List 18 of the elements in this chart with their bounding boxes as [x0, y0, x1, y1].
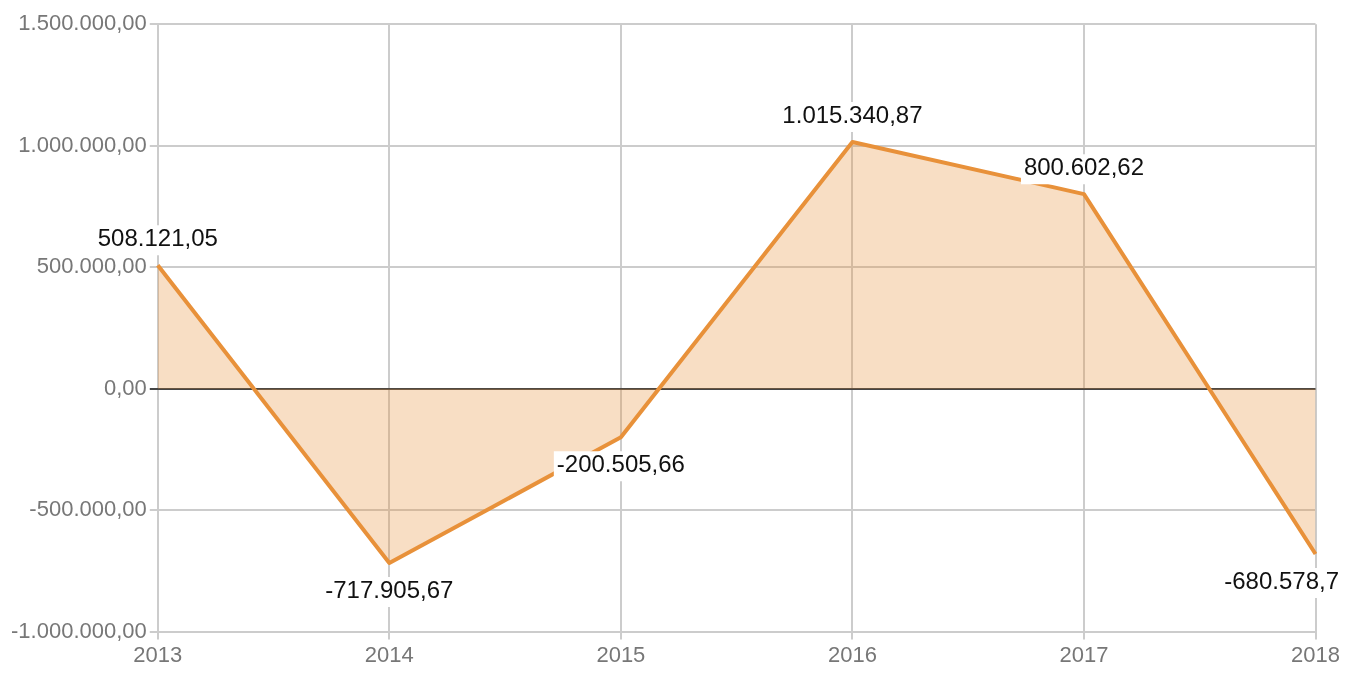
y-tick-label: 500.000,00	[36, 253, 147, 279]
y-tick-label: 1.000.000,00	[18, 131, 147, 157]
data-label: 800.602,62	[1023, 152, 1145, 180]
y-tick-label: 0,00	[103, 374, 147, 400]
y-tick-label: -500.000,00	[29, 496, 147, 522]
x-tick-label: 2017	[1059, 641, 1109, 667]
x-tick-label: 2018	[1291, 641, 1341, 667]
x-tick-label: 2014	[364, 641, 414, 667]
data-label: -200.505,66	[556, 449, 685, 477]
x-tick-label: 2016	[827, 641, 877, 667]
data-label: 508.121,05	[97, 223, 218, 251]
x-tick-label: 2015	[596, 641, 646, 667]
y-tick-label: -1.000.000,00	[11, 617, 147, 643]
data-label: 1.015.340,87	[782, 100, 923, 128]
y-tick-label: 1.500.000,00	[18, 10, 147, 36]
data-label: -680.578,7	[1224, 566, 1339, 594]
x-tick-label: 2013	[133, 641, 183, 667]
data-label: -717.905,67	[325, 575, 454, 603]
